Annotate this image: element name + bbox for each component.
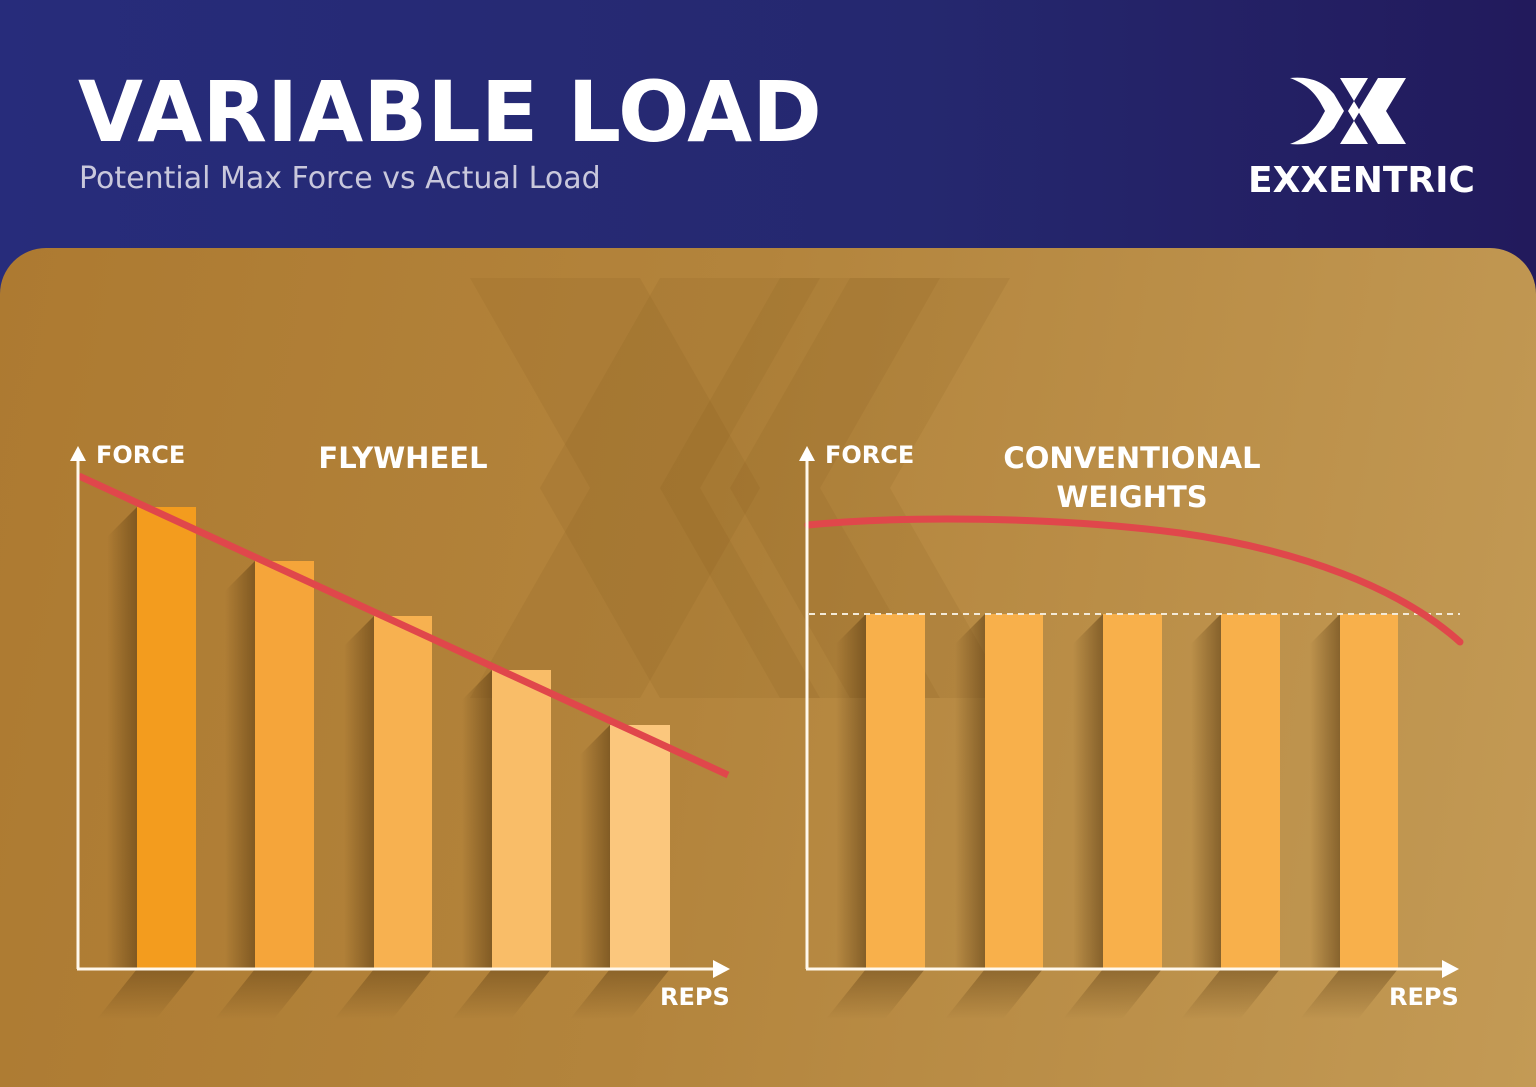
conventional-bar-shadows	[826, 614, 1398, 1019]
header: VARIABLE LOAD Potential Max Force vs Act…	[0, 0, 1536, 260]
flywheel-y-axis-arrow-icon	[70, 446, 86, 461]
conventional-bar-5	[1340, 614, 1398, 969]
conventional-chart	[799, 446, 1464, 1019]
flywheel-x-axis-label: REPS	[660, 983, 730, 1011]
flywheel-bar-2	[255, 561, 314, 969]
flywheel-bar-shadows	[97, 507, 670, 1019]
flywheel-chart-title: FLYWHEEL	[318, 441, 488, 475]
conventional-max-force-curve	[804, 515, 1464, 646]
flywheel-bar-3	[374, 616, 432, 969]
page-title: VARIABLE LOAD	[78, 63, 822, 161]
flywheel-chart	[70, 446, 730, 1019]
logo-wordmark: EXXENTRIC	[1248, 160, 1475, 201]
conventional-y-axis-label: FORCE	[825, 441, 915, 469]
flywheel-bar-5	[610, 725, 670, 969]
page-subtitle: Potential Max Force vs Actual Load	[79, 161, 601, 196]
conventional-bar-2	[985, 614, 1043, 969]
flywheel-y-axis-label: FORCE	[96, 441, 186, 469]
flywheel-bar-1	[137, 507, 196, 969]
conventional-x-axis-arrow-icon	[1442, 960, 1459, 978]
flywheel-bar-4	[492, 670, 551, 969]
charts-canvas	[70, 278, 1464, 1019]
exxentric-chevron-logo-icon	[1290, 77, 1406, 145]
flywheel-x-axis-arrow-icon	[713, 960, 730, 978]
conventional-chart-title-line1: CONVENTIONAL	[1003, 441, 1261, 475]
conventional-x-axis-label: REPS	[1389, 983, 1459, 1011]
conventional-y-axis-arrow-icon	[799, 446, 815, 461]
exxentric-logo: EXXENTRIC	[1248, 74, 1475, 204]
conventional-bar-3	[1103, 614, 1162, 969]
chart-panel: FORCE FLYWHEEL REPS FORCE CONVENTIONAL W…	[0, 248, 1536, 1087]
conventional-bar-4	[1221, 614, 1280, 969]
flywheel-max-force-line	[77, 472, 730, 779]
conventional-bar-1	[866, 614, 925, 969]
conventional-chart-title-line2: WEIGHTS	[1056, 480, 1208, 514]
watermark-logo	[470, 278, 1010, 698]
